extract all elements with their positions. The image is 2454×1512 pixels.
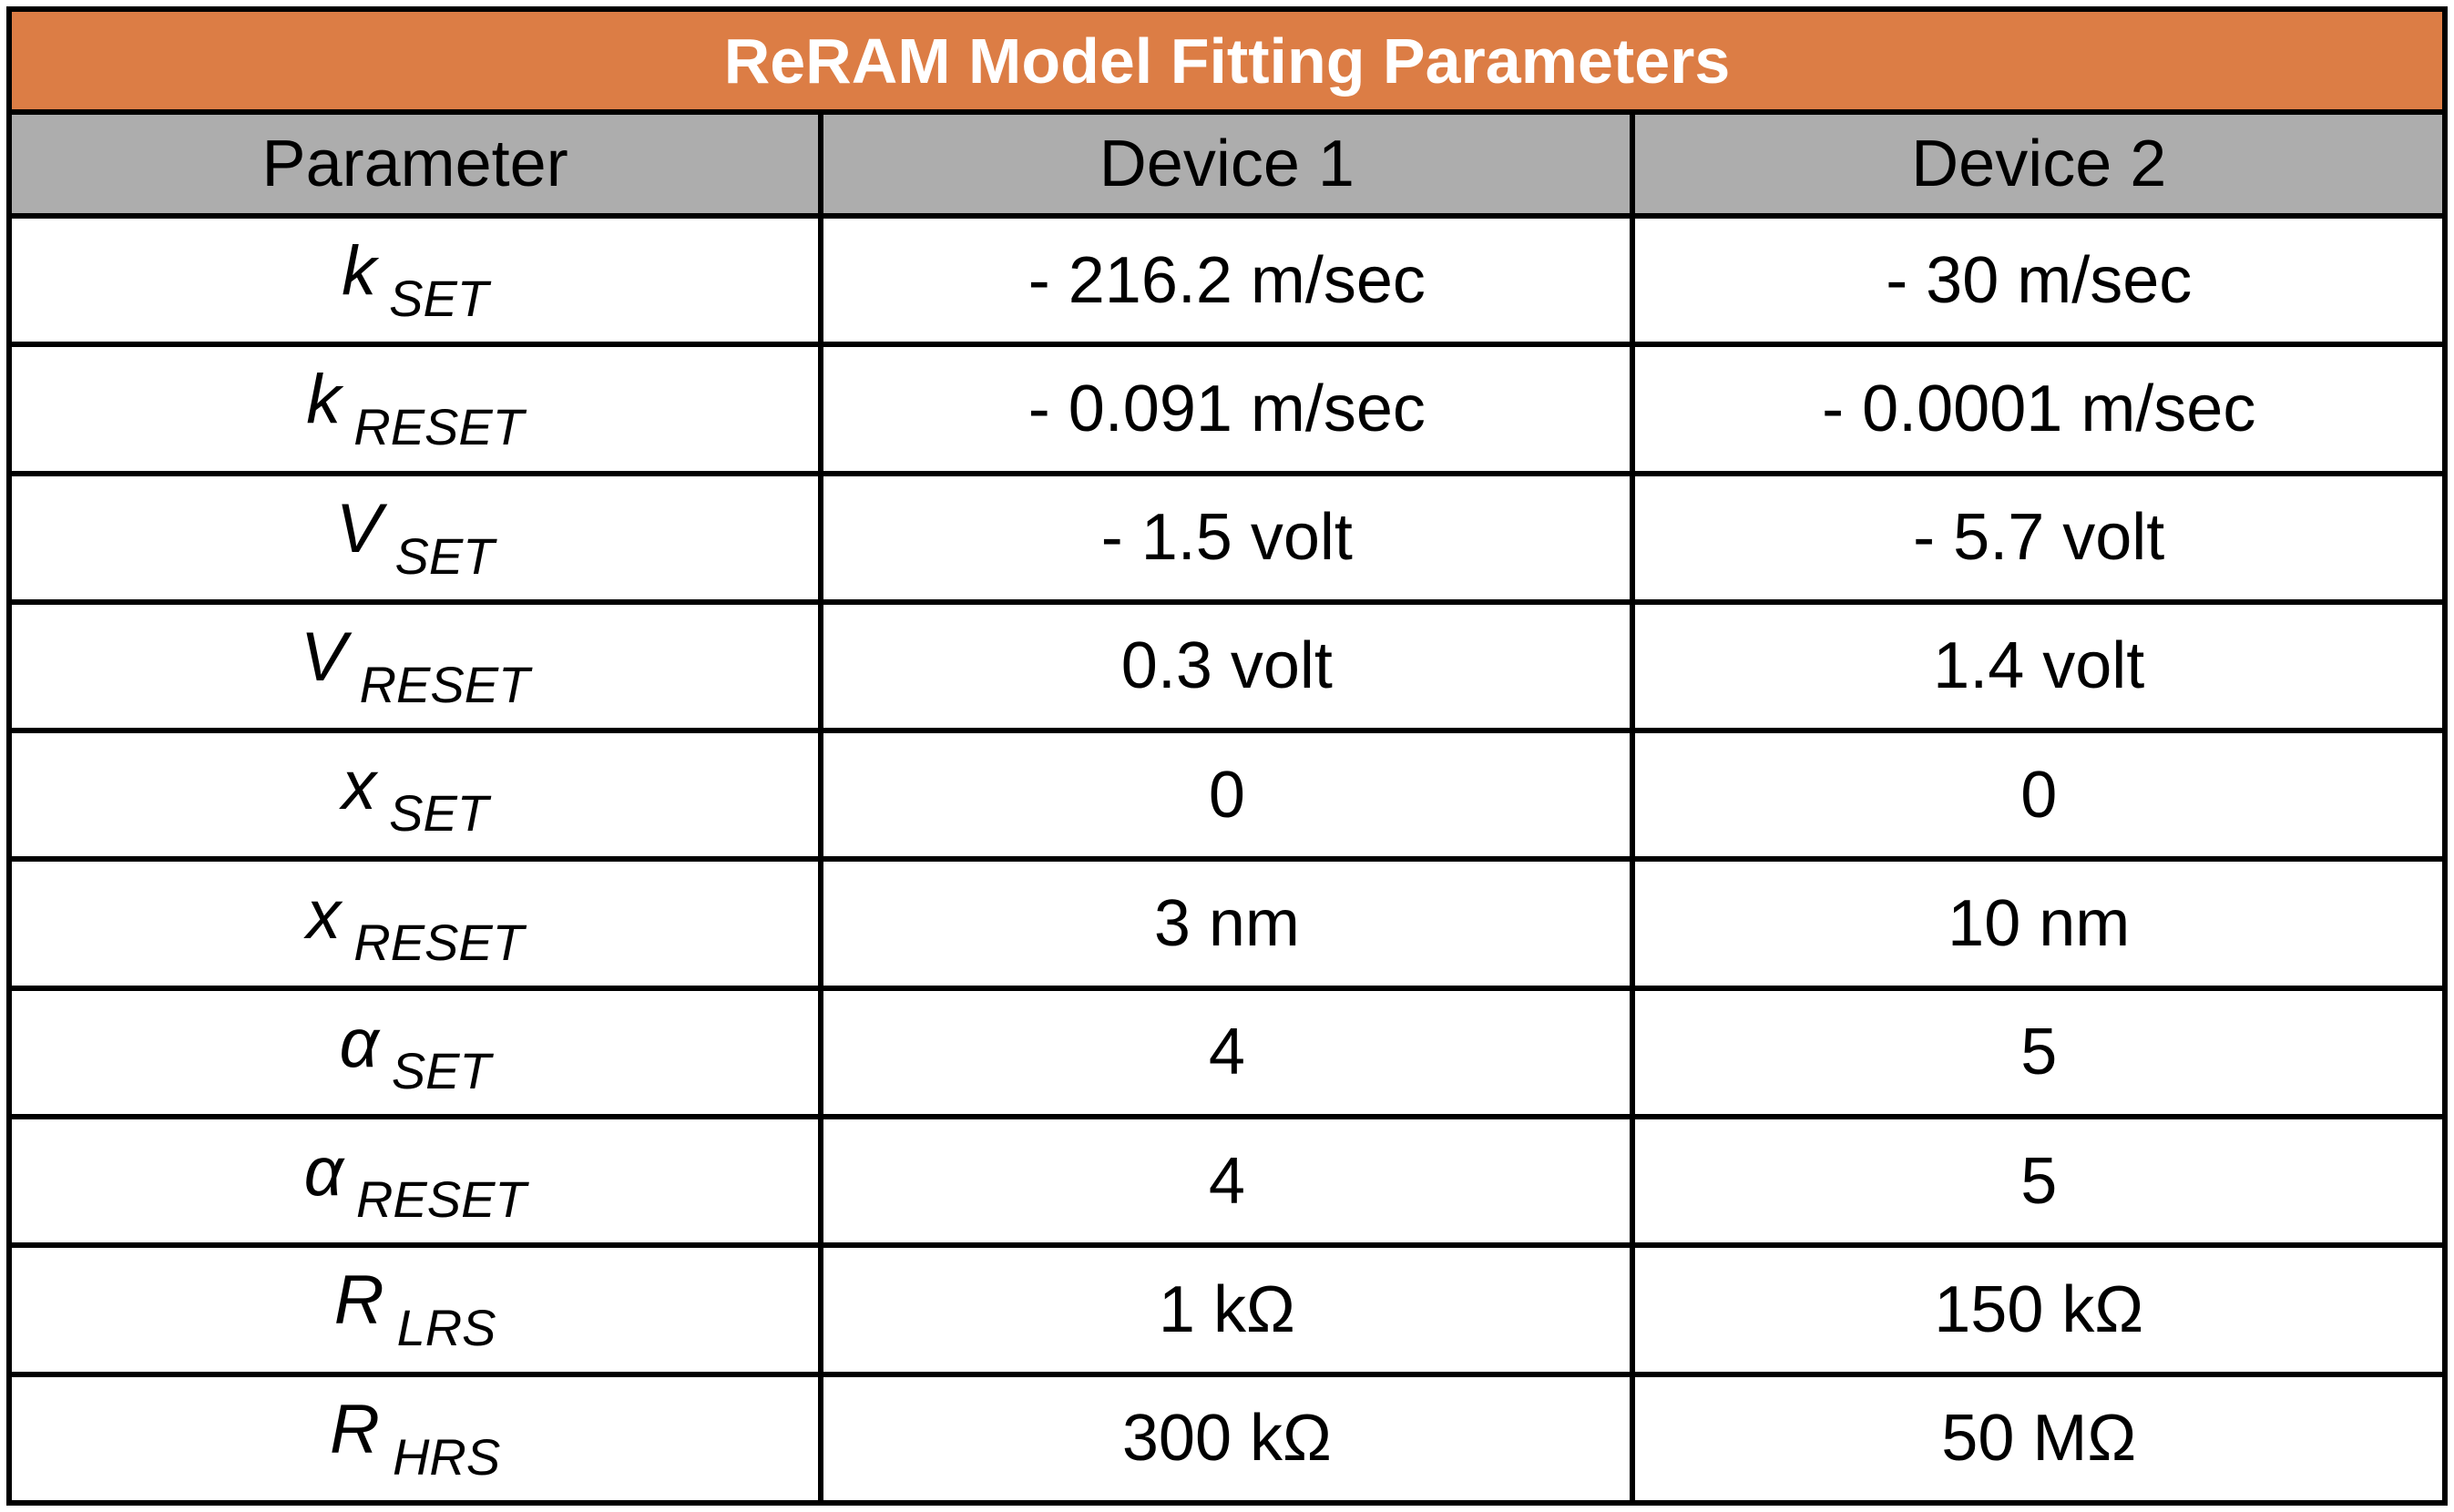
parameter-symbol: k [342, 232, 377, 311]
parameter-cell: R LRS [5, 1242, 824, 1377]
table-row: α RESET 4 5 [5, 1113, 2448, 1249]
device-1-value: - 0.091 m/sec [818, 342, 1636, 476]
parameter-symbol: x [342, 747, 377, 825]
device-2-value: 10 nm [1630, 856, 2448, 991]
table-body: k SET - 216.2 m/sec - 30 m/sec k RESET - 0.091… [5, 212, 2448, 1507]
parameter-symbol: k [306, 361, 342, 439]
parameter-subscript: RESET [353, 913, 524, 971]
device-2-value: - 30 m/sec [1630, 212, 2448, 348]
table-row: V RESET 0.3 volt 1.4 volt [5, 598, 2448, 734]
table-row: x SET 0 0 [5, 728, 2448, 863]
parameter-cell: α RESET [5, 1113, 824, 1249]
table-title: ReRAM Model Fitting Parameters [6, 5, 2448, 116]
parameter-subscript: SET [394, 526, 495, 585]
device-2-value: 5 [1630, 985, 2448, 1119]
parameter-symbol: x [306, 875, 342, 954]
device-2-value: 0 [1630, 728, 2448, 863]
parameter-cell: x SET [5, 728, 824, 863]
device-1-value: 3 nm [818, 856, 1636, 991]
table-row: k RESET - 0.091 m/sec - 0.0001 m/sec [5, 342, 2448, 476]
device-1-value: 1 kΩ [818, 1242, 1636, 1377]
parameter-symbol: R [333, 1262, 384, 1340]
parameter-subscript: LRS [396, 1299, 496, 1357]
table-row: k SET - 216.2 m/sec - 30 m/sec [5, 212, 2448, 348]
device-2-value: 5 [1630, 1113, 2448, 1249]
title-row: ReRAM Model Fitting Parameters [6, 5, 2448, 116]
parameter-cell: k RESET [5, 342, 824, 476]
parameter-cell: x RESET [5, 856, 824, 991]
table-row: V SET - 1.5 volt - 5.7 volt [5, 470, 2448, 605]
parameter-cell: V RESET [5, 598, 824, 734]
device-1-value: - 216.2 m/sec [818, 212, 1636, 348]
parameter-subscript: HRS [392, 1427, 501, 1486]
parameter-symbol: V [300, 618, 347, 696]
header-parameter: Parameter [5, 109, 824, 219]
header-row: Parameter Device 1 Device 2 [5, 109, 2448, 219]
parameter-subscript: SET [389, 270, 489, 328]
parameter-symbol: α [303, 1133, 343, 1211]
parameter-symbol: R [330, 1390, 380, 1468]
table-row: α SET 4 5 [5, 985, 2448, 1119]
device-1-value: 4 [818, 985, 1636, 1119]
parameter-subscript: SET [389, 784, 489, 843]
device-2-value: 50 MΩ [1630, 1371, 2448, 1507]
parameter-cell: α SET [5, 985, 824, 1119]
device-1-value: 0 [818, 728, 1636, 863]
parameter-cell: k SET [5, 212, 824, 348]
parameter-symbol: V [335, 489, 383, 567]
parameter-subscript: SET [391, 1041, 491, 1099]
device-2-value: 1.4 volt [1630, 598, 2448, 734]
device-1-value: 300 kΩ [818, 1371, 1636, 1507]
parameters-table: ReRAM Model Fitting Parameters Parameter… [5, 5, 2448, 1507]
parameter-cell: R HRS [5, 1371, 824, 1507]
parameter-subscript: RESET [359, 655, 530, 713]
table-row: x RESET 3 nm 10 nm [5, 856, 2448, 991]
device-2-value: - 0.0001 m/sec [1630, 342, 2448, 476]
parameter-symbol: α [339, 1004, 379, 1082]
device-1-value: 0.3 volt [818, 598, 1636, 734]
parameter-cell: V SET [5, 470, 824, 605]
device-2-value: - 5.7 volt [1630, 470, 2448, 605]
device-2-value: 150 kΩ [1630, 1242, 2448, 1377]
table-row: R LRS 1 kΩ 150 kΩ [5, 1242, 2448, 1377]
table-row: R HRS 300 kΩ 50 MΩ [5, 1371, 2448, 1507]
device-1-value: - 1.5 volt [818, 470, 1636, 605]
parameter-subscript: RESET [353, 398, 524, 456]
header-device-1: Device 1 [818, 109, 1636, 219]
parameter-subscript: RESET [355, 1170, 527, 1229]
device-1-value: 4 [818, 1113, 1636, 1249]
header-device-2: Device 2 [1630, 109, 2448, 219]
